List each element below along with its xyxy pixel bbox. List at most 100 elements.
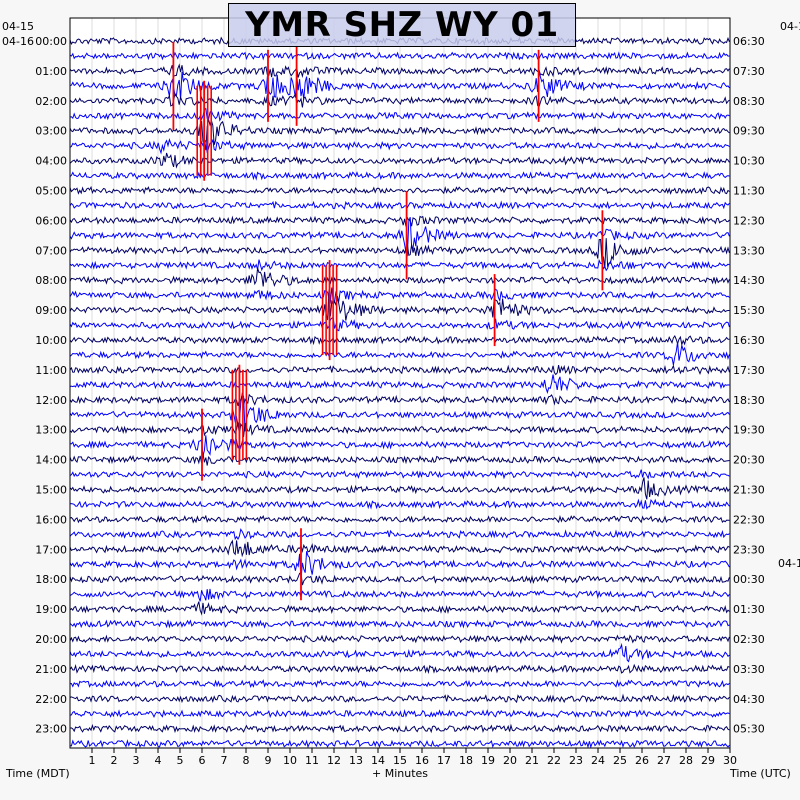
seismic-trace xyxy=(69,217,730,257)
x-tick-label: 22 xyxy=(547,754,561,767)
seismic-trace xyxy=(69,528,730,541)
x-tick-label: 19 xyxy=(481,754,495,767)
seismic-trace xyxy=(69,316,730,332)
x-tick-label: 28 xyxy=(679,754,693,767)
seismic-trace xyxy=(69,723,730,734)
x-tick-label: 27 xyxy=(657,754,671,767)
left-date-label-2: 04-16 xyxy=(2,35,34,48)
left-hour-label: 13:00 xyxy=(35,424,67,437)
seismic-trace xyxy=(69,92,730,109)
x-tick-label: 8 xyxy=(243,754,250,767)
right-hour-label: 06:30 xyxy=(733,35,765,48)
seismic-trace xyxy=(69,571,730,586)
seismic-trace xyxy=(69,185,730,195)
chart-title: YMR SHZ WY 01 xyxy=(245,5,559,45)
x-tick-label: 26 xyxy=(635,754,649,767)
right-hour-label: 14:30 xyxy=(733,274,765,287)
x-tick-label: 18 xyxy=(459,754,473,767)
x-tick-label: 3 xyxy=(133,754,140,767)
seismic-trace xyxy=(69,335,730,347)
x-tick-label: 1 xyxy=(89,754,96,767)
x-tick-label: 24 xyxy=(591,754,605,767)
seismic-trace xyxy=(69,171,730,181)
x-tick-label: 23 xyxy=(569,754,583,767)
seismic-trace xyxy=(69,679,730,688)
right-hour-label: 17:30 xyxy=(733,364,765,377)
right-hour-label: 04:30 xyxy=(733,693,765,706)
seismic-trace xyxy=(69,498,730,510)
x-tick-label: 6 xyxy=(199,754,206,767)
seismic-trace xyxy=(69,138,730,155)
right-hour-label: 20:30 xyxy=(733,454,765,467)
left-hour-label: 22:00 xyxy=(35,693,67,706)
title-box: YMR SHZ WY 01 xyxy=(228,3,576,47)
seismic-trace xyxy=(69,259,730,272)
right-hour-label: 23:30 xyxy=(733,543,765,556)
left-axis-label: Time (MDT) xyxy=(5,767,70,780)
seismic-trace xyxy=(69,739,730,749)
seismic-trace xyxy=(69,364,730,376)
seismic-trace xyxy=(69,289,730,321)
left-hour-label: 10:00 xyxy=(35,334,67,347)
seismic-trace xyxy=(69,393,730,407)
right-date-label-2: 04-1 xyxy=(778,557,800,570)
right-hour-label: 21:30 xyxy=(733,484,765,497)
right-hour-label: 22:30 xyxy=(733,513,765,526)
seismic-trace xyxy=(69,215,730,227)
x-tick-label: 14 xyxy=(371,754,385,767)
x-tick-label: 25 xyxy=(613,754,627,767)
seismic-trace xyxy=(69,200,730,210)
seismic-trace xyxy=(69,477,730,500)
seismic-trace xyxy=(69,51,730,61)
seismic-trace xyxy=(69,619,730,629)
left-hour-label: 23:00 xyxy=(35,723,67,736)
right-hour-label: 13:30 xyxy=(733,244,765,257)
x-tick-label: 30 xyxy=(723,754,737,767)
left-hour-label: 16:00 xyxy=(35,513,67,526)
right-hour-label: 08:30 xyxy=(733,95,765,108)
left-hour-label: 06:00 xyxy=(35,214,67,227)
seismic-trace xyxy=(69,287,730,304)
left-hour-label: 11:00 xyxy=(35,364,67,377)
right-hour-label: 15:30 xyxy=(733,304,765,317)
right-hour-label: 09:30 xyxy=(733,125,765,138)
left-date-label-1: 04-15 xyxy=(2,20,34,33)
seismic-trace xyxy=(69,267,730,288)
seismic-trace xyxy=(69,708,730,719)
right-hour-label: 01:30 xyxy=(733,603,765,616)
left-hour-label: 00:00 xyxy=(35,35,67,48)
seismic-trace xyxy=(69,453,730,466)
right-hour-label: 12:30 xyxy=(733,214,765,227)
right-hour-label: 10:30 xyxy=(733,155,765,168)
left-hour-label: 05:00 xyxy=(35,185,67,198)
seismic-trace xyxy=(69,63,730,79)
x-tick-label: 10 xyxy=(283,754,297,767)
seismic-trace xyxy=(69,392,730,432)
seismic-trace xyxy=(69,107,730,122)
seismic-trace xyxy=(69,118,730,151)
x-tick-label: 29 xyxy=(701,754,715,767)
left-hour-label: 18:00 xyxy=(35,573,67,586)
x-tick-label: 4 xyxy=(155,754,162,767)
seismic-trace xyxy=(69,539,730,558)
left-time-axis: 00:00 01:00 02:00 03:00 04:00 05:00 06:00 07:00… xyxy=(35,35,67,736)
seismic-trace xyxy=(69,435,730,457)
x-tick-label: 5 xyxy=(177,754,184,767)
seismic-trace xyxy=(69,601,730,616)
left-hour-label: 17:00 xyxy=(35,543,67,556)
left-hour-label: 21:00 xyxy=(35,663,67,676)
left-hour-label: 09:00 xyxy=(35,304,67,317)
right-hour-label: 00:30 xyxy=(733,573,765,586)
right-hour-label: 02:30 xyxy=(733,633,765,646)
seismic-trace xyxy=(69,69,730,100)
x-tick-label: 17 xyxy=(437,754,451,767)
left-hour-label: 07:00 xyxy=(35,244,67,257)
seismic-trace xyxy=(69,588,730,602)
seismic-trace xyxy=(69,514,730,524)
left-hour-label: 04:00 xyxy=(35,155,67,168)
right-hour-label: 03:30 xyxy=(733,663,765,676)
x-tick-label: 13 xyxy=(349,754,363,767)
left-hour-label: 03:00 xyxy=(35,125,67,138)
seismic-trace xyxy=(69,422,730,437)
